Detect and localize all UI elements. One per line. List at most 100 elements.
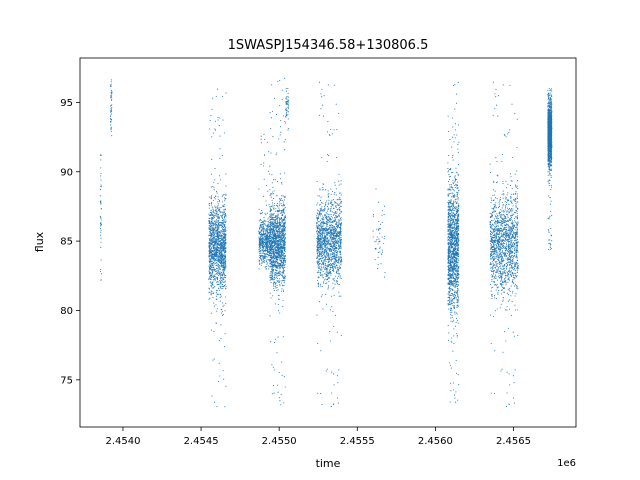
data-point: [212, 250, 214, 252]
data-point: [269, 292, 271, 294]
data-point: [210, 260, 212, 262]
data-point: [284, 263, 286, 265]
data-point: [263, 241, 265, 243]
data-point: [111, 96, 113, 99]
data-point: [279, 126, 282, 128]
data-point: [260, 225, 262, 227]
data-point: [336, 232, 338, 235]
data-point: [333, 234, 335, 237]
data-point: [264, 255, 266, 258]
data-point: [284, 274, 286, 276]
data-point: [217, 230, 219, 232]
data-point: [330, 237, 332, 239]
data-point: [329, 265, 332, 267]
data-point: [220, 250, 222, 252]
data-point: [223, 264, 225, 266]
data-point: [277, 303, 279, 306]
data-point: [329, 236, 331, 238]
data-point: [330, 188, 332, 190]
data-point: [274, 277, 276, 279]
data-point: [216, 258, 218, 260]
data-point: [276, 247, 278, 249]
data-point: [215, 215, 217, 217]
data-point: [221, 244, 223, 246]
data-point: [264, 229, 266, 231]
data-point: [220, 252, 222, 254]
data-point: [326, 368, 328, 370]
data-point: [276, 241, 278, 243]
data-point: [208, 221, 210, 223]
data-point: [100, 223, 102, 226]
data-point: [218, 251, 220, 253]
data-point: [317, 217, 319, 219]
data-point: [338, 216, 340, 218]
data-point: [270, 282, 272, 284]
data-point: [340, 241, 342, 243]
data-point: [217, 88, 219, 90]
data-point: [338, 214, 340, 216]
data-point: [100, 269, 102, 271]
data-point: [340, 229, 342, 231]
data-point: [208, 272, 211, 274]
data-point: [281, 290, 283, 292]
data-point: [328, 280, 330, 282]
data-point: [321, 404, 323, 406]
data-point: [327, 216, 329, 218]
data-point: [272, 366, 274, 368]
data-point: [317, 202, 319, 204]
data-point: [317, 210, 319, 212]
data-point: [219, 300, 221, 302]
data-point: [282, 272, 284, 274]
data-point: [212, 217, 214, 219]
data-point: [272, 226, 274, 228]
data-point: [325, 256, 327, 259]
data-point: [263, 236, 265, 238]
data-point: [224, 259, 226, 261]
data-point: [316, 314, 318, 316]
data-point: [218, 228, 220, 230]
data-point: [272, 222, 274, 225]
data-point: [338, 205, 340, 207]
data-point: [278, 259, 280, 261]
data-point: [214, 228, 216, 230]
data-point: [276, 279, 278, 281]
data-point: [316, 229, 318, 231]
data-point: [211, 258, 213, 260]
data-point: [279, 248, 281, 250]
data-point: [275, 231, 277, 233]
data-point: [378, 241, 380, 243]
data-point: [258, 249, 260, 251]
data-point: [223, 194, 225, 196]
data-point: [285, 96, 287, 98]
data-point: [211, 267, 213, 269]
data-point: [279, 236, 281, 238]
data-point: [214, 198, 216, 200]
data-point: [334, 201, 337, 203]
data-point: [225, 264, 227, 266]
data-point: [211, 158, 213, 160]
data-point: [330, 214, 332, 216]
data-point: [283, 229, 285, 232]
data-point: [211, 195, 213, 197]
data-point: [276, 277, 278, 279]
data-point: [284, 260, 286, 262]
data-point: [213, 358, 215, 360]
data-point: [219, 268, 221, 270]
data-point: [271, 262, 273, 264]
data-point: [282, 195, 284, 197]
data-point: [326, 200, 328, 202]
data-point: [209, 242, 211, 244]
data-point: [267, 250, 269, 252]
data-point: [280, 280, 282, 282]
data-point: [323, 256, 325, 259]
data-point: [99, 222, 101, 225]
data-point: [111, 91, 113, 93]
data-point: [223, 221, 225, 223]
data-point: [273, 231, 275, 233]
data-point: [381, 236, 383, 238]
data-point: [100, 273, 102, 275]
data-point: [281, 221, 283, 223]
data-point: [324, 231, 326, 233]
data-point: [262, 241, 264, 243]
data-point: [215, 221, 218, 223]
